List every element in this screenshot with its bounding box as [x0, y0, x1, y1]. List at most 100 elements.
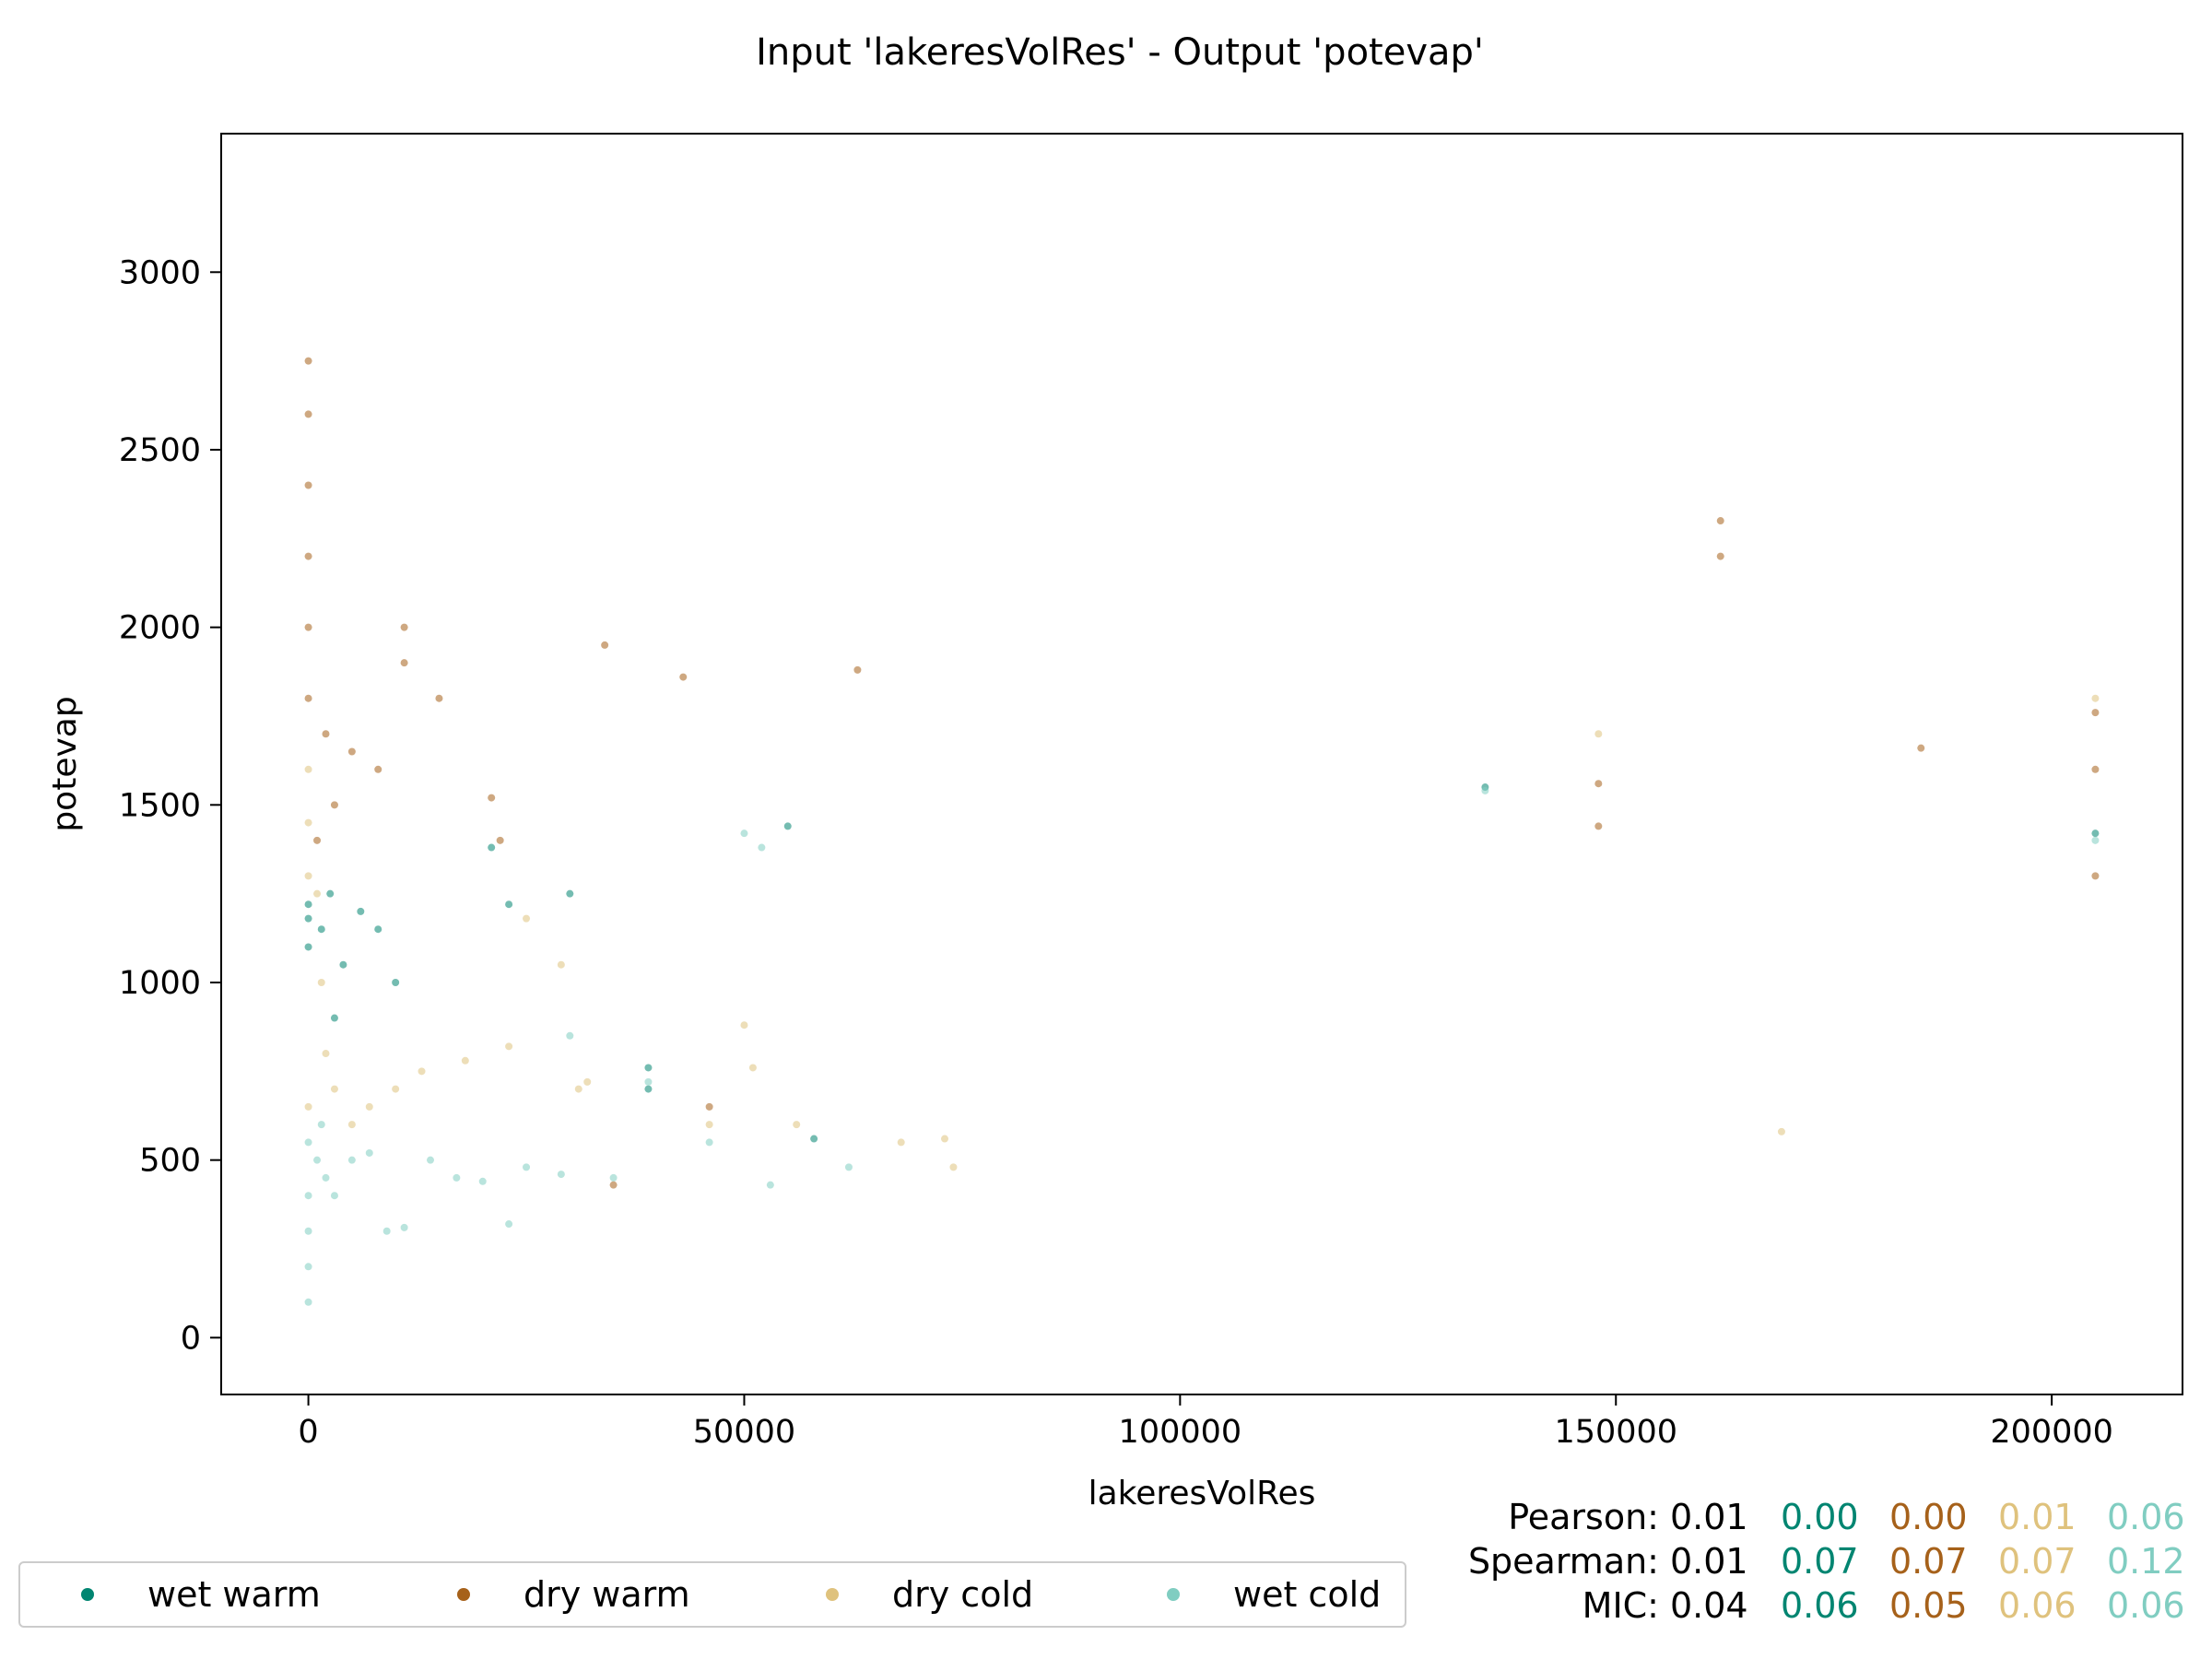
data-point — [426, 1156, 434, 1164]
data-point — [566, 889, 574, 898]
data-point — [758, 843, 766, 852]
data-point — [347, 1156, 356, 1164]
data-point — [793, 1121, 801, 1129]
data-point — [313, 889, 322, 898]
data-point — [304, 1192, 312, 1200]
data-point — [304, 818, 312, 827]
data-point — [583, 1077, 592, 1086]
x-tick-label: 50000 — [693, 1414, 795, 1451]
data-point — [322, 730, 330, 738]
series-wet-warm — [304, 783, 2100, 1143]
data-point — [488, 794, 496, 802]
data-point — [2091, 836, 2100, 844]
data-point — [574, 1085, 582, 1093]
data-point — [2091, 765, 2100, 773]
legend-item-dry-cold: dry cold — [826, 1563, 1033, 1626]
data-point — [304, 914, 312, 923]
data-point — [326, 889, 335, 898]
data-point — [748, 1064, 757, 1072]
data-point — [304, 694, 312, 702]
data-point — [339, 960, 347, 969]
y-tick-label: 1000 — [119, 965, 201, 1002]
data-point — [317, 1121, 325, 1129]
legend-item-dry-warm: dry warm — [457, 1563, 690, 1626]
data-point — [330, 1085, 338, 1093]
data-point — [523, 1163, 531, 1171]
data-point — [897, 1138, 905, 1147]
legend-item-wet-warm: wet warm — [81, 1563, 321, 1626]
data-point — [949, 1163, 958, 1171]
y-tick-label: 2500 — [119, 432, 201, 469]
stats-row-pearson: Pearson: 0.01 0.00 0.00 0.01 0.06 — [1382, 1495, 2194, 1539]
data-point — [783, 822, 792, 830]
legend-marker-dry-cold — [826, 1588, 839, 1601]
data-point — [304, 1138, 312, 1147]
data-point — [304, 552, 312, 560]
data-point — [357, 907, 365, 915]
stats-value: 0.12 — [2107, 1541, 2185, 1582]
stats-value: 0.01 — [1670, 1497, 1748, 1537]
data-point — [1594, 822, 1603, 830]
data-point — [505, 1220, 513, 1229]
data-point — [322, 1050, 330, 1058]
data-point — [304, 357, 312, 365]
legend-marker-dry-warm — [457, 1588, 470, 1601]
data-point — [2091, 830, 2100, 838]
data-point — [2091, 872, 2100, 880]
data-point — [940, 1135, 948, 1143]
data-point — [304, 1227, 312, 1235]
data-point — [523, 914, 531, 923]
stats-value: 0.01 — [1670, 1541, 1748, 1582]
stats-row-spearman: Spearman: 0.01 0.07 0.07 0.07 0.12 — [1382, 1539, 2194, 1583]
x-tick-label: 100000 — [1119, 1414, 1242, 1451]
data-point — [505, 900, 513, 909]
data-point — [365, 1102, 373, 1111]
data-point — [418, 1067, 426, 1076]
data-point — [392, 1085, 400, 1093]
data-point — [853, 665, 862, 674]
y-tick-label: 0 — [181, 1320, 201, 1357]
data-point — [304, 481, 312, 489]
legend-label-wet-warm: wet warm — [147, 1574, 321, 1615]
series-dry-warm — [304, 357, 2100, 1189]
y-tick-label: 3000 — [119, 254, 201, 291]
data-point — [644, 1077, 653, 1086]
data-point — [304, 1298, 312, 1306]
data-point — [1481, 786, 1489, 794]
data-point — [330, 801, 338, 809]
stats-value: 0.07 — [1889, 1541, 1968, 1582]
data-point — [461, 1056, 469, 1065]
series-dry-cold — [304, 694, 2100, 1171]
y-tick-label: 500 — [139, 1143, 201, 1180]
data-point — [1594, 780, 1603, 788]
data-point — [644, 1085, 653, 1093]
stats-value: 0.01 — [1998, 1497, 2077, 1537]
correlation-stats: Pearson: 0.01 0.00 0.00 0.01 0.06 Spearm… — [1382, 1495, 2194, 1628]
data-point — [304, 623, 312, 631]
x-tick-label: 0 — [298, 1414, 318, 1451]
legend-label-dry-warm: dry warm — [524, 1574, 690, 1615]
data-point — [1777, 1127, 1785, 1135]
chart-title: Input 'lakeresVolRes' - Output 'potevap' — [756, 31, 1484, 74]
stats-value: 0.07 — [1781, 1541, 1859, 1582]
stats-value: 0.06 — [1781, 1585, 1859, 1626]
data-point — [1716, 517, 1724, 525]
data-point — [740, 830, 748, 838]
data-point — [644, 1064, 653, 1072]
data-point — [2091, 709, 2100, 717]
data-point — [1917, 744, 1925, 752]
data-point — [609, 1181, 618, 1189]
data-point — [400, 1223, 408, 1231]
data-point — [478, 1177, 487, 1185]
stats-value: 0.06 — [2107, 1497, 2185, 1537]
series-wet-cold — [304, 786, 2100, 1306]
data-point — [496, 836, 504, 844]
legend-label-wet-cold: wet cold — [1233, 1574, 1382, 1615]
data-point — [304, 943, 312, 951]
y-tick-label: 2000 — [119, 610, 201, 647]
stats-row-mic: MIC: 0.04 0.06 0.05 0.06 0.06 — [1382, 1583, 2194, 1628]
stats-value: 0.04 — [1670, 1585, 1748, 1626]
stats-label-mic: MIC: — [1582, 1585, 1659, 1626]
data-point — [453, 1173, 461, 1182]
data-point — [705, 1138, 713, 1147]
